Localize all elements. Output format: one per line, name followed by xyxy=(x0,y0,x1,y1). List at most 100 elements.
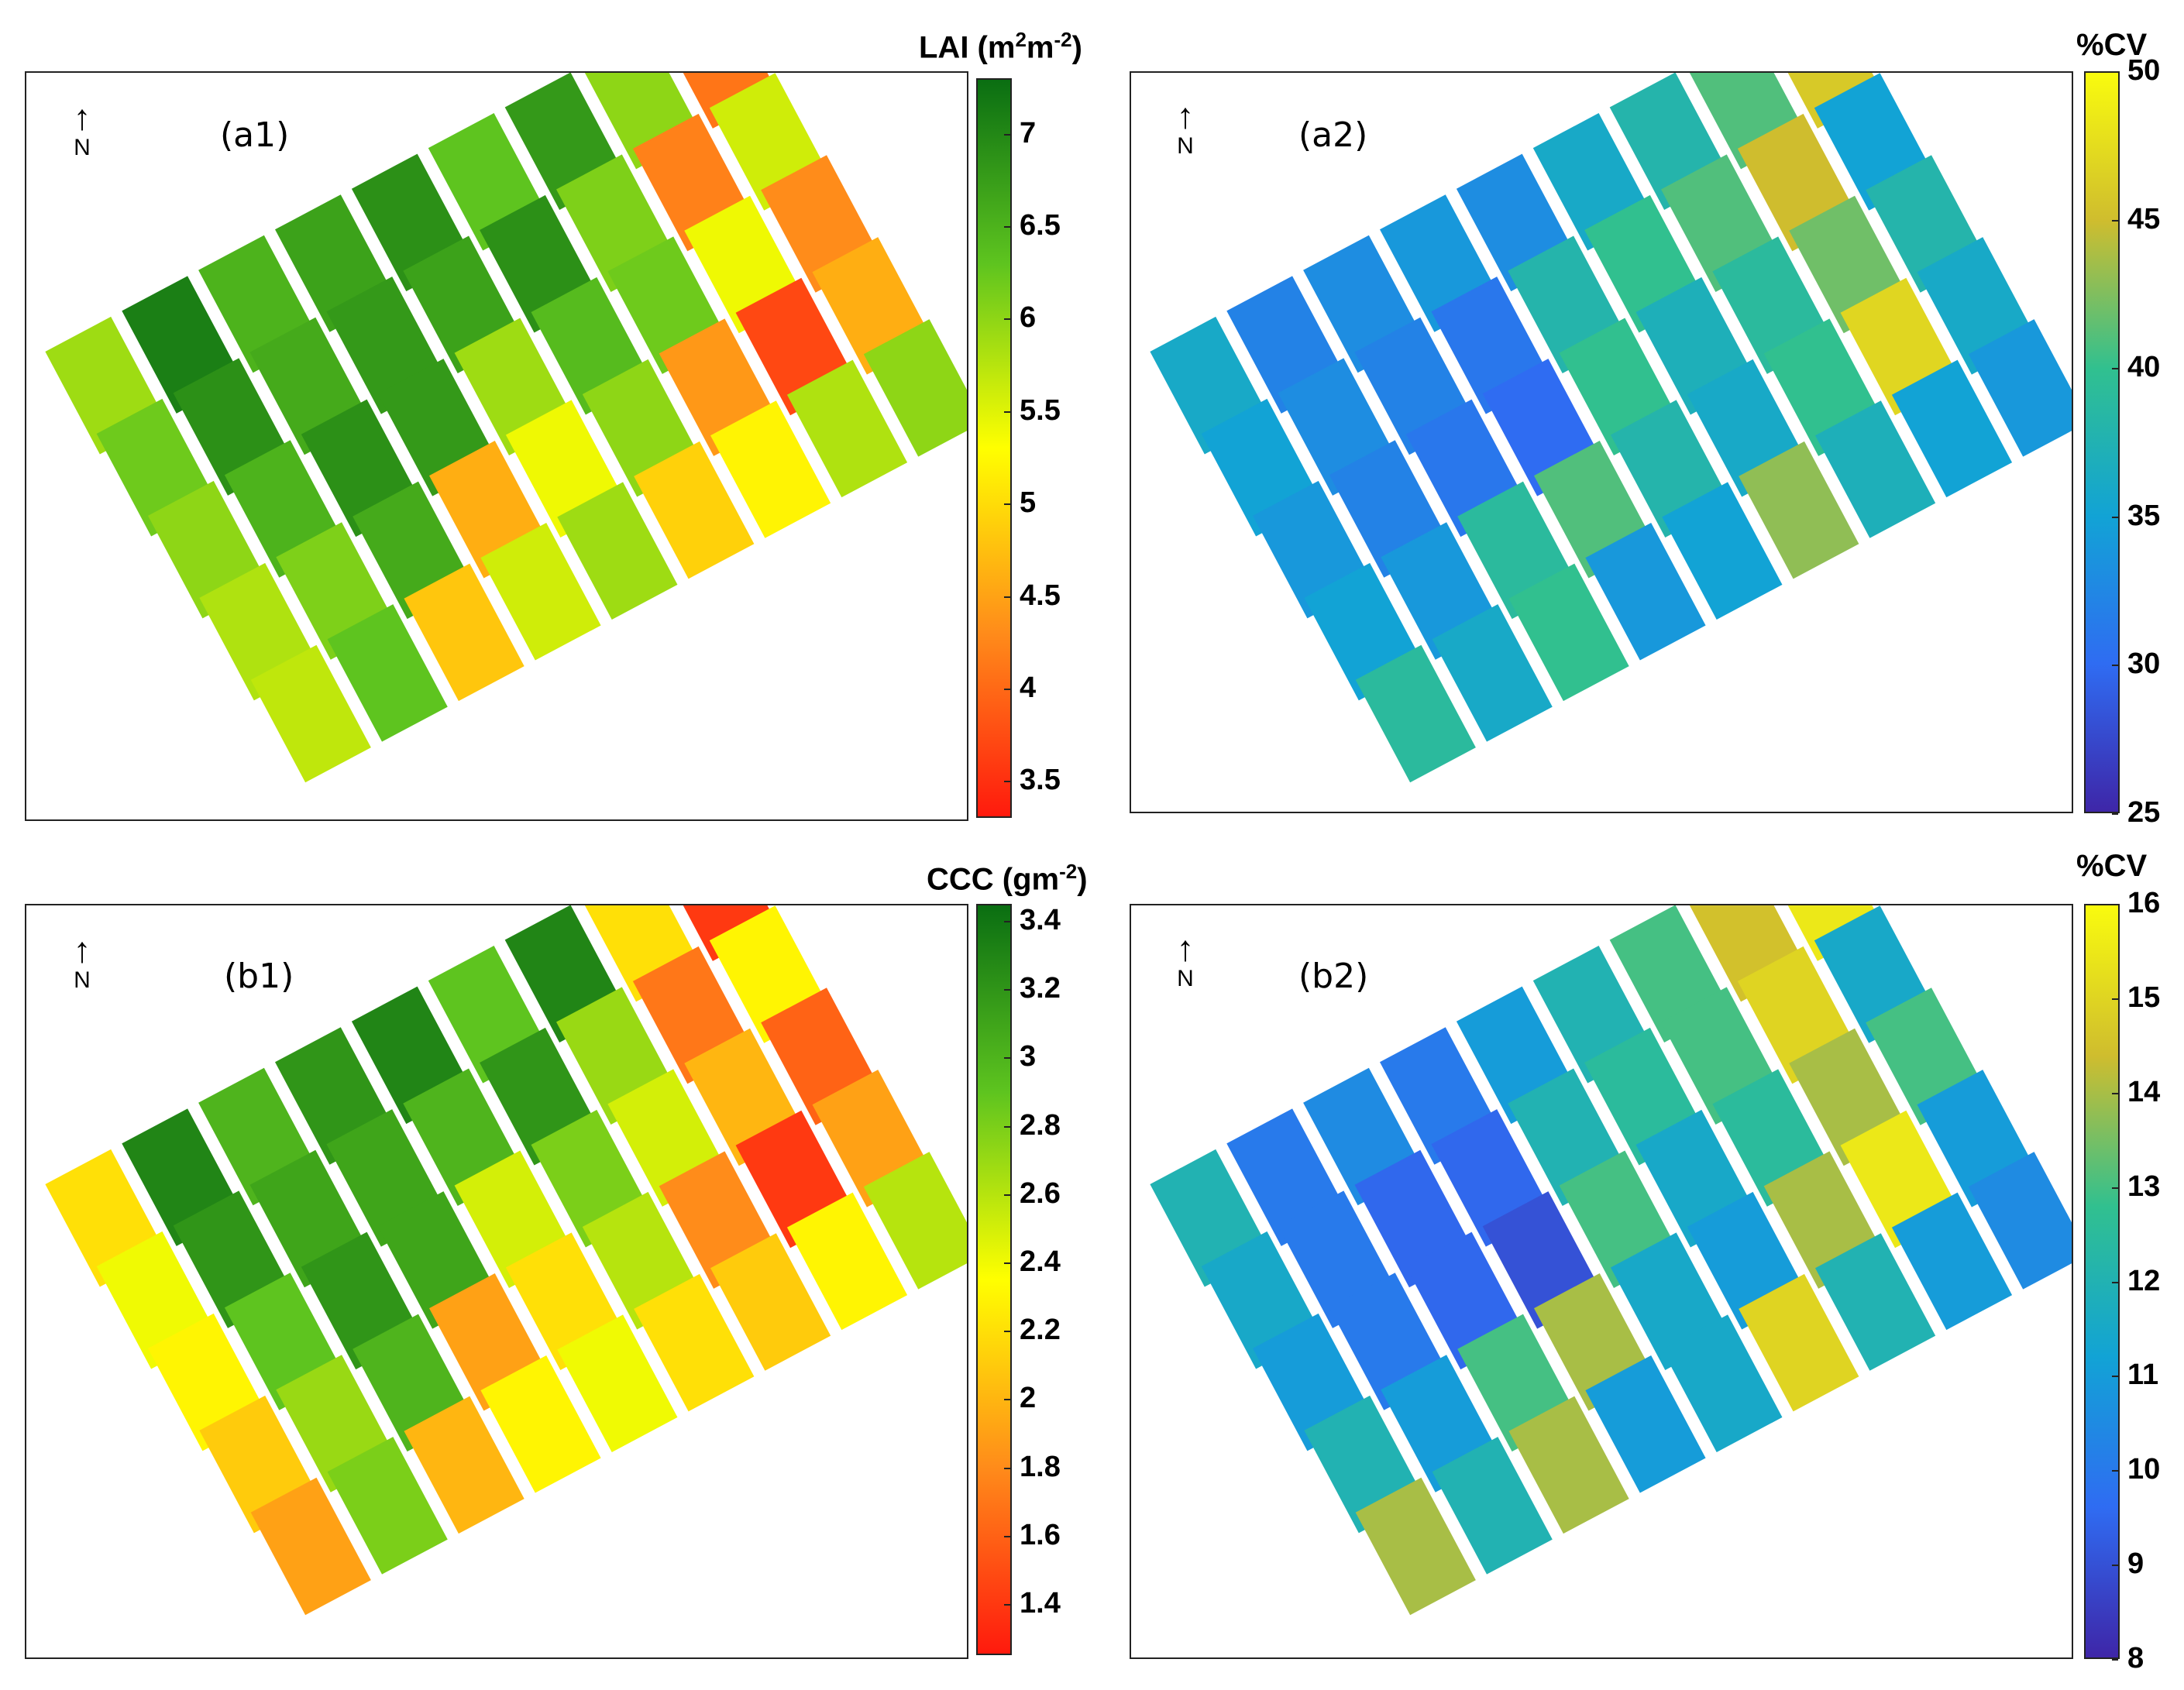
colorbar-tick-mark xyxy=(2112,1470,2118,1472)
colorbar-tick-label: 45 xyxy=(2127,202,2161,235)
colorbar-tick-mark xyxy=(2112,1187,2118,1189)
colorbar-tick-mark xyxy=(1004,1194,1010,1196)
colorbar-tick-label: 5 xyxy=(1020,486,1037,520)
colorbar-tick-label: 6.5 xyxy=(1020,209,1061,242)
panel-label-b2: (b2) xyxy=(1298,957,1369,996)
north-label: N xyxy=(74,135,91,160)
north-arrow-b1: ↑ N xyxy=(67,932,98,994)
field-plot xyxy=(1355,644,1476,783)
colorbar-tick-mark xyxy=(1004,226,1010,228)
panel-label-b1: (b1) xyxy=(224,957,294,996)
north-label: N xyxy=(1177,133,1194,159)
field-plot xyxy=(327,604,448,742)
field-plot xyxy=(404,1396,525,1534)
colorbar-tick-mark xyxy=(2112,368,2118,370)
colorbar-tick-mark xyxy=(2112,1376,2118,1378)
field-plot xyxy=(250,1477,371,1616)
colorbar-tick-label: 2.6 xyxy=(1020,1176,1061,1210)
map-frame-b1: ↑ N (b1) xyxy=(25,904,968,1659)
plot-map-b1 xyxy=(45,905,967,1616)
colorbar-tick-mark xyxy=(2112,71,2118,73)
colorbar-tick-label: 1.8 xyxy=(1020,1450,1061,1483)
colorbar-tick-mark xyxy=(1004,1125,1010,1128)
colorbar-tick-mark xyxy=(2112,516,2118,518)
field-plot xyxy=(863,1152,967,1290)
colorbar-tick-label: 10 xyxy=(2127,1453,2161,1486)
plot-grid xyxy=(1150,73,2072,783)
colorbar-tick-mark xyxy=(1004,410,1010,413)
panel-label-a2: (a2) xyxy=(1298,115,1368,155)
field-plot xyxy=(557,1314,678,1452)
field-plot xyxy=(1585,1355,1706,1493)
colorbar-tick-label: 2.8 xyxy=(1020,1108,1061,1142)
colorbar-tick-label: 3.4 xyxy=(1020,904,1061,937)
colorbar-tick-mark xyxy=(1004,1535,1010,1537)
colorbar-tick-mark xyxy=(2112,665,2118,667)
field-plot xyxy=(710,400,831,538)
field-plot xyxy=(786,359,908,498)
field-plot xyxy=(710,1233,831,1371)
field-plot xyxy=(1815,400,1936,538)
colorbar-tick-label: 40 xyxy=(2127,351,2161,384)
field-plot xyxy=(634,441,755,579)
north-label: N xyxy=(74,967,91,993)
field-plot xyxy=(480,1355,601,1493)
map-frame-a2: ↑ N (a2) xyxy=(1130,71,2073,813)
field-plot xyxy=(1432,1437,1553,1575)
plot-grid xyxy=(45,905,967,1616)
panel-label-a1: (a1) xyxy=(220,115,290,155)
colorbar-tick-mark xyxy=(1004,1331,1010,1333)
colorbar-tick-mark xyxy=(2112,813,2118,815)
colorbar-tick-mark xyxy=(2112,1092,2118,1094)
colorbar-tick-label: 3 xyxy=(1020,1040,1037,1073)
field-plot xyxy=(1585,523,1706,661)
colorbar-tick-label: 35 xyxy=(2127,499,2161,532)
field-plot xyxy=(786,1192,908,1331)
colorbar-tick-label: 3.5 xyxy=(1020,764,1061,797)
colorbar-title-a1: LAI (m2m-2) xyxy=(919,28,1082,65)
field-plot xyxy=(327,1437,448,1575)
map-frame-a1: ↑ N (a1) xyxy=(25,71,968,821)
field-plot xyxy=(1508,563,1629,702)
field-plot xyxy=(1968,319,2072,457)
colorbar-tick-label: 7 xyxy=(1020,116,1037,149)
colorbar-tick-mark xyxy=(1004,1057,1010,1060)
colorbar-tick-label: 50 xyxy=(2127,54,2161,87)
north-arrow-b2: ↑ N xyxy=(1170,930,1201,992)
north-arrow-icon: ↑ xyxy=(1176,95,1195,136)
colorbar-tick-mark xyxy=(2112,1565,2118,1567)
colorbar-tick-mark xyxy=(1004,989,1010,991)
colorbar-tick-label: 13 xyxy=(2127,1170,2161,1203)
colorbar-tick-mark xyxy=(1004,781,1010,783)
north-label: N xyxy=(1177,966,1194,991)
field-plot xyxy=(1508,1396,1629,1534)
field-plot xyxy=(863,319,967,457)
colorbar-tick-label: 8 xyxy=(2127,1642,2144,1675)
plot-map-a2 xyxy=(1150,73,2072,783)
north-arrow-a2: ↑ N xyxy=(1170,98,1201,160)
field-plot xyxy=(1815,1233,1936,1371)
field-plot xyxy=(1662,482,1783,620)
field-plot xyxy=(404,563,525,702)
colorbar-tick-label: 5.5 xyxy=(1020,393,1061,427)
colorbar-title-b1: CCC (gm-2) xyxy=(927,860,1088,897)
colorbar-tick-label: 30 xyxy=(2127,647,2161,681)
colorbar-tick-label: 15 xyxy=(2127,981,2161,1014)
colorbar-tick-mark xyxy=(1004,133,1010,136)
north-arrow-icon: ↑ xyxy=(73,929,91,970)
colorbar-tick-mark xyxy=(1004,1603,1010,1606)
colorbar-tick-label: 4.5 xyxy=(1020,579,1061,612)
colorbar-tick-label: 25 xyxy=(2127,796,2161,829)
field-plot xyxy=(1355,1477,1476,1616)
colorbar-tick-mark xyxy=(1004,1262,1010,1264)
colorbar-tick-label: 12 xyxy=(2127,1264,2161,1297)
colorbar-tick-label: 4 xyxy=(1020,671,1037,704)
colorbar-tick-label: 2.2 xyxy=(1020,1314,1061,1347)
colorbar-tick-label: 16 xyxy=(2127,887,2161,919)
colorbar-tick-mark xyxy=(2112,904,2118,905)
colorbar-tick-mark xyxy=(1004,1467,1010,1469)
colorbar-tick-mark xyxy=(2112,219,2118,222)
colorbar-a2 xyxy=(2084,71,2120,813)
colorbar-tick-mark xyxy=(2112,1281,2118,1283)
field-plot xyxy=(634,1273,755,1412)
